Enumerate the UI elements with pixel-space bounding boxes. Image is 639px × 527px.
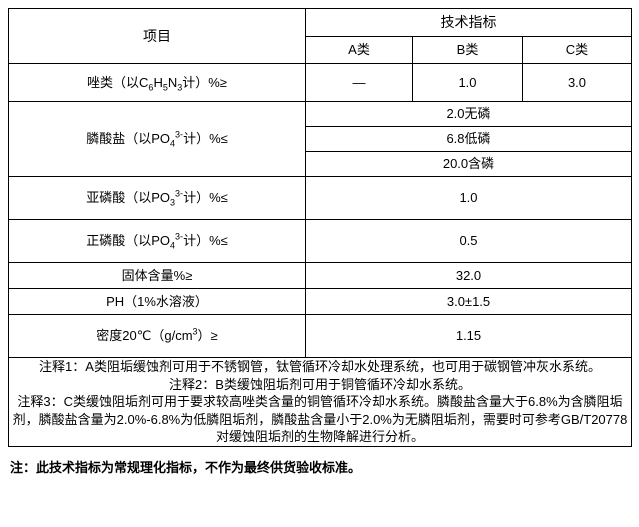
header-cell-technical-index: 技术指标 bbox=[305, 8, 632, 37]
technical-specification-table: 项目 技术指标 A类 B类 C类 唑类（以C6H5N3计）%≥ — 1.0 3.… bbox=[8, 8, 632, 447]
cell-phosphonate-value-2: 6.8低磷 bbox=[305, 126, 632, 152]
table-header-row-2: A类 B类 C类 bbox=[9, 35, 632, 64]
azole-label-prefix: 唑类（以C bbox=[87, 74, 149, 90]
table-row: 密度20℃（g/cm3）≥ 1.15 bbox=[8, 314, 632, 358]
row-label-azole: 唑类（以C6H5N3计）%≥ bbox=[8, 63, 306, 102]
row-label-phosphorous-acid: 亚磷酸（以PO33-计）%≤ bbox=[8, 176, 306, 220]
row-label-ph: PH（1%水溶液） bbox=[8, 288, 306, 315]
azole-sub-2: 5 bbox=[162, 82, 168, 93]
phosphorous-acid-superscript: 3- bbox=[175, 188, 184, 199]
header-cell-class-b: B类 bbox=[412, 35, 523, 64]
cell-orthophosphoric-acid-value: 0.5 bbox=[305, 219, 632, 263]
cell-density-value: 1.15 bbox=[305, 314, 632, 358]
density-superscript: 3 bbox=[192, 326, 198, 337]
notes-cell: 注释1：A类阻垢缓蚀剂可用于不锈钢管，钛管循环冷却水处理系统，也可用于碳钢管冲灰… bbox=[8, 357, 632, 447]
table-notes-row: 注释1：A类阻垢缓蚀剂可用于不锈钢管，钛管循环冷却水处理系统，也可用于碳钢管冲灰… bbox=[8, 357, 632, 447]
phosphonate-subscript: 4 bbox=[170, 138, 176, 149]
table-row: 20.0含磷 bbox=[9, 151, 632, 177]
cell-azole-class-a: — bbox=[305, 63, 413, 102]
orthophosphoric-acid-label-suffix: 计）%≤ bbox=[183, 233, 228, 249]
row-label-solid-content: 固体含量%≥ bbox=[8, 262, 306, 289]
header-cell-item: 项目 bbox=[8, 8, 306, 64]
cell-azole-class-c: 3.0 bbox=[522, 63, 632, 102]
phosphonate-label-prefix: 膦酸盐（以PO bbox=[86, 131, 171, 147]
table-row: 膦酸盐（以PO43-计）%≤ 2.0无磷 bbox=[8, 101, 632, 177]
note-1: 注释1：A类阻垢缓蚀剂可用于不锈钢管，钛管循环冷却水处理系统，也可用于碳钢管冲灰… bbox=[39, 359, 601, 374]
table-row: 固体含量%≥ 32.0 bbox=[8, 262, 632, 289]
cell-solid-content-value: 32.0 bbox=[305, 262, 632, 289]
header-cell-class-c: C类 bbox=[522, 35, 632, 64]
header-cell-class-a: A类 bbox=[305, 35, 413, 64]
table-header-row-1: 项目 技术指标 bbox=[8, 8, 632, 64]
orthophosphoric-acid-subscript: 4 bbox=[170, 240, 176, 251]
azole-mid-2: N bbox=[167, 74, 178, 90]
phosphorous-acid-label-suffix: 计）%≤ bbox=[183, 190, 228, 206]
note-2: 注释2：B类缓蚀阻垢剂可用于铜管循环冷却水系统。 bbox=[169, 376, 471, 392]
phosphorous-acid-subscript: 3 bbox=[170, 197, 176, 208]
cell-ph-value: 3.0±1.5 bbox=[305, 288, 632, 315]
cell-phosphorous-acid-value: 1.0 bbox=[305, 176, 632, 220]
row-label-orthophosphoric-acid: 正磷酸（以PO43-计）%≤ bbox=[8, 219, 306, 263]
phosphorous-acid-label-prefix: 亚磷酸（以PO bbox=[86, 190, 171, 206]
orthophosphoric-acid-superscript: 3- bbox=[175, 231, 184, 242]
azole-sub-3: 3 bbox=[177, 82, 183, 93]
table-row: 6.8低磷 bbox=[9, 126, 632, 152]
density-label-prefix: 密度20℃（g/cm bbox=[96, 328, 193, 344]
table-row: 亚磷酸（以PO33-计）%≤ 1.0 bbox=[8, 176, 632, 220]
density-label-suffix: ）≥ bbox=[197, 328, 218, 344]
azole-mid-1: H bbox=[153, 74, 163, 90]
final-note: 注：此技术指标为常规理化指标，不作为最终供货验收标准。 bbox=[10, 459, 362, 475]
cell-azole-class-b: 1.0 bbox=[412, 63, 523, 102]
row-label-density: 密度20℃（g/cm3）≥ bbox=[8, 314, 306, 358]
phosphonate-label-suffix: 计）%≤ bbox=[183, 131, 228, 147]
cell-phosphonate-value-1: 2.0无磷 bbox=[305, 101, 632, 127]
azole-sub-1: 6 bbox=[148, 82, 154, 93]
table-row: 正磷酸（以PO43-计）%≤ 0.5 bbox=[8, 219, 632, 263]
table-row: 唑类（以C6H5N3计）%≥ — 1.0 3.0 bbox=[8, 63, 632, 102]
table-row: PH（1%水溶液） 3.0±1.5 bbox=[8, 288, 632, 315]
row-label-phosphonate: 膦酸盐（以PO43-计）%≤ bbox=[8, 101, 306, 177]
phosphonate-superscript: 3- bbox=[175, 129, 184, 140]
cell-phosphonate-value-3: 20.0含磷 bbox=[305, 151, 632, 177]
orthophosphoric-acid-label-prefix: 正磷酸（以PO bbox=[86, 233, 171, 249]
note-3: 注释3：C类缓蚀阻垢剂可用于要求较高唑类含量的铜管循环冷却水系统。膦酸盐含量大于… bbox=[12, 394, 628, 445]
azole-label-suffix: 计）%≥ bbox=[182, 74, 227, 90]
